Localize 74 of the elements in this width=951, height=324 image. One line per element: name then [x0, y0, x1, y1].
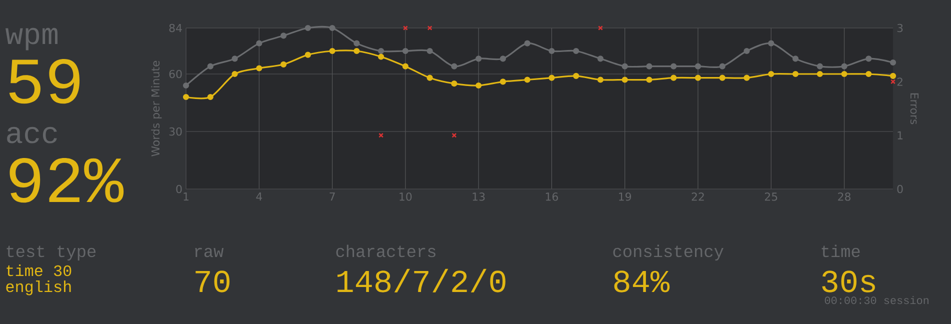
point	[476, 56, 482, 62]
point	[304, 24, 311, 32]
point	[329, 48, 336, 54]
point	[256, 65, 262, 72]
point	[670, 63, 677, 70]
point	[768, 40, 774, 46]
point	[792, 70, 799, 78]
point	[378, 54, 384, 60]
point	[816, 63, 823, 70]
point	[207, 63, 214, 70]
point	[744, 74, 750, 81]
text: 70	[196, 270, 230, 292]
point	[500, 56, 506, 62]
text: 84%	[614, 270, 670, 292]
point	[378, 132, 384, 138]
point	[841, 70, 848, 78]
point	[816, 70, 823, 78]
point	[182, 82, 190, 89]
text: 92%	[10, 158, 124, 203]
point	[451, 80, 458, 87]
point	[280, 61, 287, 68]
point	[890, 72, 896, 79]
point	[792, 56, 799, 62]
text: english	[6, 280, 71, 296]
point	[573, 48, 580, 54]
point	[524, 40, 530, 46]
point	[426, 48, 433, 54]
point	[402, 63, 408, 70]
text: time 30	[6, 264, 72, 276]
point	[694, 63, 702, 70]
point	[768, 70, 774, 78]
point	[573, 72, 580, 79]
point	[719, 63, 726, 70]
point	[719, 74, 726, 81]
point	[598, 26, 603, 30]
point	[866, 56, 872, 62]
point	[890, 79, 896, 84]
point	[890, 59, 896, 66]
point	[452, 132, 457, 138]
point	[207, 94, 214, 100]
point	[402, 26, 408, 30]
point	[670, 74, 677, 81]
point	[378, 48, 384, 54]
point	[426, 74, 433, 81]
point	[500, 78, 506, 85]
point	[622, 63, 628, 70]
point	[256, 40, 262, 46]
point	[548, 48, 555, 54]
point	[597, 56, 604, 62]
point	[622, 76, 628, 83]
point	[524, 76, 530, 83]
point	[329, 24, 336, 32]
point	[280, 32, 287, 39]
point	[646, 63, 652, 70]
point	[841, 63, 848, 70]
point	[354, 40, 360, 46]
point	[451, 63, 458, 70]
point	[548, 74, 555, 81]
text: 148/7/2/0	[338, 268, 506, 292]
point	[232, 70, 238, 78]
point	[597, 76, 604, 83]
point	[866, 70, 872, 78]
point	[354, 48, 360, 54]
point	[304, 52, 311, 58]
point	[476, 82, 482, 89]
text: 30s	[822, 270, 875, 292]
point	[182, 94, 190, 100]
point	[694, 74, 702, 81]
point	[232, 56, 238, 62]
point	[427, 26, 432, 30]
text: 59	[9, 59, 80, 104]
point	[402, 48, 408, 54]
point	[744, 48, 750, 54]
point	[646, 76, 652, 83]
